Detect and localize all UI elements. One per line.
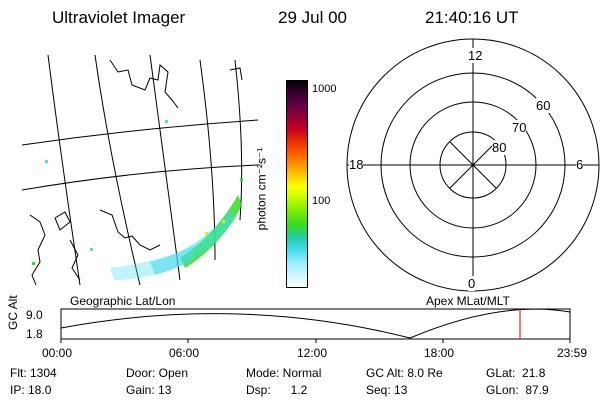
time-tick-1200: 12:00 bbox=[297, 346, 328, 360]
time-tick-1800: 18:00 bbox=[424, 346, 455, 360]
geographic-latitude: GLat: 21.8 bbox=[486, 366, 546, 380]
date-label: 29 Jul 00 bbox=[278, 8, 347, 27]
geographic-caption: Geographic Lat/Lon bbox=[70, 294, 176, 308]
colorbar bbox=[286, 80, 308, 288]
ip-value: IP: 18.0 bbox=[10, 383, 52, 397]
mlt-label-18: 18 bbox=[349, 157, 364, 172]
apex-caption: Apex MLat/MLT bbox=[426, 294, 510, 308]
geographic-longitude: GLon: 87.9 bbox=[486, 383, 549, 397]
polar-diag bbox=[449, 141, 497, 189]
altitude-ylabel: GC Alt bbox=[6, 295, 20, 330]
meridian-line bbox=[149, 54, 181, 281]
colorbar-tick-100: 100 bbox=[312, 195, 331, 207]
time-tick-0600: 06:00 bbox=[169, 346, 200, 360]
sequence-number: Seq: 13 bbox=[366, 383, 408, 397]
time-tick-2359: 23:59 bbox=[557, 346, 588, 360]
time-tick-0000: 00:00 bbox=[42, 346, 73, 360]
altitude-curve bbox=[60, 308, 571, 339]
parallel-line bbox=[21, 164, 259, 191]
mlt-label-12: 12 bbox=[468, 48, 483, 63]
mlt-label-0: 0 bbox=[468, 276, 476, 291]
aurora-emission bbox=[32, 120, 243, 280]
flight-number: Flt: 1304 bbox=[10, 366, 57, 380]
altitude-ytick-9: 9.0 bbox=[26, 308, 43, 322]
mode-value: Mode: Normal bbox=[246, 366, 322, 380]
meridian-line bbox=[47, 54, 81, 286]
meridian-line bbox=[94, 54, 141, 286]
gc-altitude: GC Alt: 8.0 Re bbox=[366, 366, 443, 380]
app-title: Ultraviolet Imager bbox=[52, 8, 186, 27]
lat-label-70: 70 bbox=[512, 120, 527, 135]
lat-label-80: 80 bbox=[492, 140, 507, 155]
lat-label-60: 60 bbox=[536, 98, 551, 113]
door-status: Door: Open bbox=[126, 366, 189, 380]
altitude-ytick-1.8: 1.8 bbox=[26, 327, 43, 341]
altitude-plot-frame bbox=[60, 308, 571, 340]
parallel-line bbox=[21, 119, 259, 146]
colorbar-tick-1000: 1000 bbox=[312, 83, 337, 95]
mlt-label-6: 6 bbox=[576, 157, 584, 172]
time-label: 21:40:16 UT bbox=[425, 8, 519, 27]
dsp-value: Dsp: 1.2 bbox=[246, 383, 308, 397]
gain-value: Gain: 13 bbox=[126, 383, 172, 397]
